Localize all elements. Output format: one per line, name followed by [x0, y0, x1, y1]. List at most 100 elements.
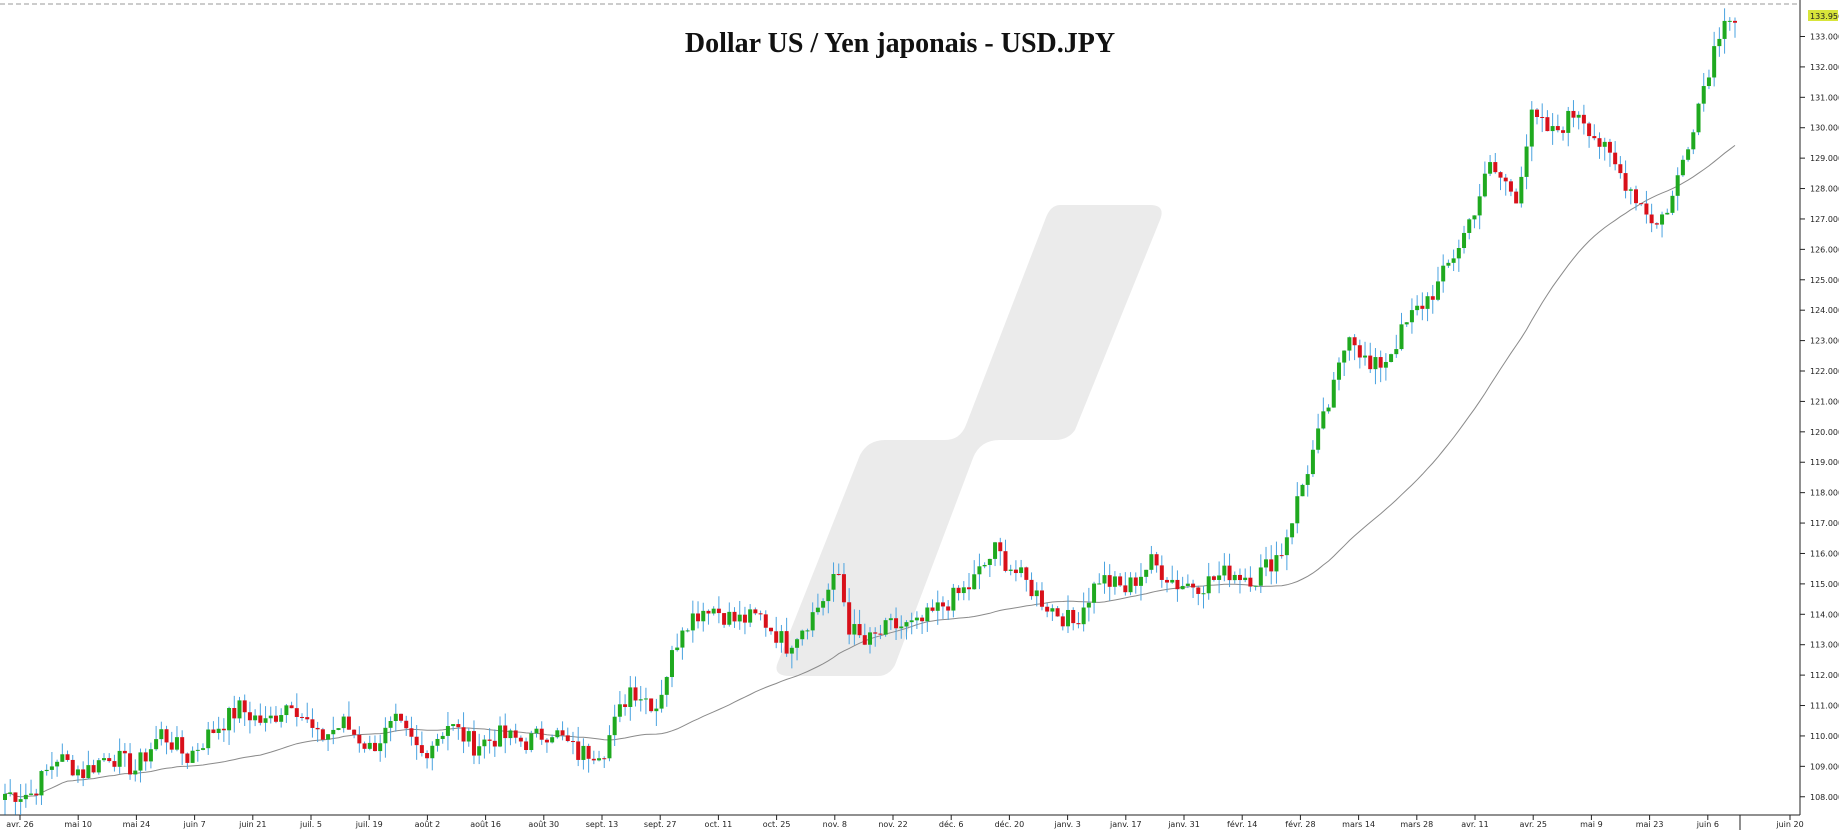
y-tick-label: 115.000	[1810, 580, 1839, 589]
candle-down	[1503, 177, 1508, 182]
x-tick-label: sept. 13	[586, 820, 619, 829]
candle-down	[1123, 585, 1128, 593]
candle-down	[857, 624, 862, 636]
candle-up	[1717, 38, 1722, 47]
candle-up	[138, 752, 143, 771]
candle-up	[1149, 554, 1154, 570]
candle-down	[1498, 172, 1503, 178]
candle-down	[544, 739, 549, 743]
candle-down	[1237, 574, 1242, 581]
candle-down	[1633, 189, 1638, 204]
candle-down	[404, 720, 409, 729]
candle-up	[1206, 576, 1211, 594]
candle-up	[201, 748, 206, 750]
candle-up	[1264, 559, 1269, 568]
candle-up	[18, 799, 23, 802]
candle-up	[1399, 324, 1404, 350]
candle-up	[643, 698, 648, 700]
candle-down	[524, 741, 529, 750]
candle-down	[1227, 565, 1232, 581]
candle-down	[300, 716, 305, 718]
candle-up	[86, 765, 91, 779]
y-tick-label: 131.000	[1810, 93, 1839, 102]
candle-up	[654, 708, 659, 712]
candle-up	[482, 739, 487, 747]
candle-up	[440, 735, 445, 739]
candle-up	[1258, 567, 1263, 586]
candle-up	[690, 613, 695, 631]
candle-down	[112, 761, 117, 767]
candle-down	[1003, 551, 1008, 571]
candle-up	[1477, 196, 1482, 216]
y-tick-label: 123.000	[1810, 337, 1839, 346]
candle-down	[1269, 559, 1274, 572]
candle-up	[1092, 583, 1097, 603]
candle-up	[904, 622, 909, 627]
candle-down	[221, 728, 226, 731]
x-tick-label: févr. 28	[1285, 819, 1315, 829]
candle-up	[748, 609, 753, 623]
candle-up	[581, 745, 586, 760]
candle-up	[1170, 579, 1175, 583]
candle-down	[753, 609, 758, 614]
candle-up	[1462, 232, 1467, 248]
candle-down	[1534, 109, 1539, 117]
candle-down	[1555, 126, 1560, 131]
candle-up	[925, 607, 930, 622]
candle-up	[711, 608, 716, 614]
candle-up	[1201, 593, 1206, 595]
candle-down	[513, 730, 518, 738]
candle-up	[237, 700, 242, 719]
candle-down	[1039, 590, 1044, 607]
candle-up	[1467, 219, 1472, 233]
candle-down	[425, 753, 430, 759]
x-tick-label: janv. 31	[1167, 820, 1200, 829]
candle-down	[13, 792, 18, 802]
candle-up	[1722, 20, 1727, 39]
candle-up	[1680, 159, 1685, 176]
candle-down	[315, 727, 320, 730]
x-tick-label: avr. 11	[1461, 820, 1488, 829]
candle-up	[1180, 585, 1185, 590]
candle-down	[242, 700, 247, 713]
candle-up	[821, 601, 826, 608]
candle-up	[1138, 576, 1143, 586]
candle-up	[336, 728, 341, 730]
candle-up	[800, 630, 805, 640]
candle-up	[445, 726, 450, 736]
candle-up	[1435, 281, 1440, 300]
y-tick-label: 118.000	[1810, 489, 1839, 498]
candle-up	[977, 566, 982, 575]
x-tick-label: août 30	[528, 820, 559, 829]
candle-up	[914, 617, 919, 621]
candle-down	[1378, 357, 1383, 368]
candle-down	[967, 587, 972, 590]
candle-down	[1196, 587, 1201, 594]
candle-down	[1644, 203, 1649, 215]
candle-up	[154, 739, 159, 750]
candle-down	[107, 758, 112, 762]
candle-up	[388, 721, 393, 728]
candle-up	[1086, 602, 1091, 608]
candle-up	[612, 716, 617, 736]
candle-up	[534, 728, 539, 734]
candle-down	[70, 759, 75, 776]
candle-up	[1008, 569, 1013, 571]
candle-down	[894, 618, 899, 629]
candle-up	[1451, 258, 1456, 263]
candle-down	[1607, 141, 1612, 153]
x-tick-label: déc. 6	[939, 819, 964, 829]
candle-up	[263, 718, 268, 723]
candle-up	[1102, 575, 1107, 584]
candle-down	[696, 613, 701, 622]
y-tick-label: 109.000	[1810, 762, 1839, 771]
candle-up	[826, 589, 831, 602]
candle-down	[1154, 554, 1159, 566]
candle-up	[1331, 379, 1336, 408]
candle-down	[774, 631, 779, 643]
candle-up	[466, 731, 471, 742]
x-tick-label: janv. 3	[1053, 820, 1080, 829]
x-tick-label: mai 23	[1636, 820, 1664, 829]
